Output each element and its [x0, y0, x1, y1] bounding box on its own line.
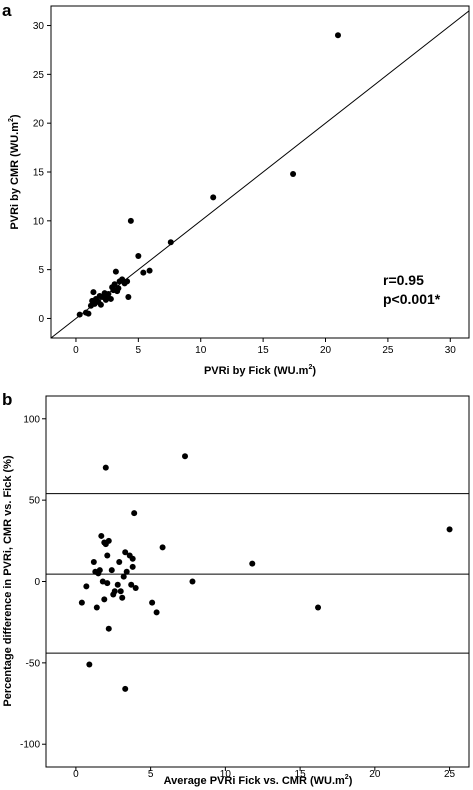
panel-a-data-point: [115, 285, 122, 292]
panel-a-data-point: [167, 239, 174, 246]
panel-b-data-point: [104, 552, 111, 559]
panel-b-data-point: [96, 567, 103, 574]
panel-a-x-tick-label: 10: [195, 345, 207, 356]
panel-b-data-point: [189, 578, 196, 585]
panel-a-x-tick-label: 30: [445, 345, 457, 356]
panel-a-data-point: [124, 278, 131, 285]
panel-a-data-point: [112, 268, 119, 275]
panel-b-data-point: [90, 558, 97, 565]
panel-b-data-point: [117, 588, 124, 595]
panel-a-r-annotation: r=0.95: [383, 272, 424, 288]
panel-b-x-axis-label: Average PVRi Fick vs. CMR (WU.m2): [164, 774, 353, 787]
panel-a-data-point: [107, 295, 114, 302]
panel-a-x-tick-label: 5: [136, 345, 142, 356]
panel-a-data-point: [210, 194, 217, 201]
panel-a-y-tick-label: 30: [33, 21, 45, 32]
panel-b-data-point: [129, 563, 136, 570]
panel-b-x-tick-label: 15: [295, 769, 307, 780]
panel-b-label: b: [2, 390, 12, 409]
panel-a-data-point: [127, 217, 134, 224]
panel-b-data-point: [446, 526, 453, 533]
panel-b-x-tick-label: 25: [444, 769, 456, 780]
panel-b-y-tick-label: -100: [20, 740, 40, 751]
panel-b-data-point: [123, 568, 130, 575]
panel-a-data-point: [334, 32, 341, 39]
panel-b-y-tick-label: 100: [23, 414, 40, 425]
panel-b-data-point: [108, 567, 115, 574]
panel-b-data-point: [93, 604, 100, 611]
panel-a-data-point: [125, 293, 132, 300]
panel-a-x-tick-label: 0: [73, 345, 79, 356]
panel-a-data-point: [140, 269, 147, 276]
panel-a-x-tick-label: 15: [258, 345, 270, 356]
panel-b-x-tick-label: 20: [369, 769, 381, 780]
panel-b-data-point: [131, 510, 138, 517]
panel-b-data-point: [114, 581, 121, 588]
panel-a-data-point: [146, 267, 153, 274]
panel-a-x-axis-label: PVRi by Fick (WU.m2): [204, 364, 316, 377]
panel-b-x-tick-label: 10: [220, 769, 232, 780]
panel-b-x-tick-label: 0: [73, 769, 79, 780]
panel-a-data-point: [90, 289, 97, 296]
panel-b-data-point: [111, 588, 118, 595]
panel-a-y-tick-label: 0: [38, 314, 44, 325]
panel-a-data-point: [85, 310, 92, 317]
panel-b-data-point: [129, 555, 136, 562]
panel-b-data-point: [159, 544, 166, 551]
panel-a-x-tick-label: 20: [320, 345, 332, 356]
panel-b-data-point: [98, 532, 105, 539]
panel-b-data-point: [153, 609, 160, 616]
panel-a-data-point: [76, 311, 83, 318]
panel-b-data-point: [104, 580, 111, 587]
panel-b-data-point: [116, 558, 123, 565]
panel-b-data-point: [102, 464, 109, 471]
panel-a-data-point: [105, 291, 112, 298]
panel-b-data-point: [122, 685, 129, 692]
panel-a-data-point: [290, 170, 297, 177]
panel-b-y-tick-label: 50: [29, 496, 41, 507]
panel-a-x-tick-label: 25: [382, 345, 394, 356]
panel-b-data-point: [101, 596, 108, 603]
panel-a-y-tick-label: 10: [33, 216, 45, 227]
panel-b-y-tick-label: 0: [34, 577, 40, 588]
panel-b-data-point: [249, 560, 256, 567]
panel-a-y-tick-label: 25: [33, 70, 45, 81]
panel-b-data-point: [86, 661, 93, 668]
panel-b-data-point: [149, 599, 156, 606]
panel-b-data-point: [105, 537, 112, 544]
panel-b-x-tick-label: 5: [148, 769, 154, 780]
panel-a-y-axis-label: PVRi by CMR (WU.m2): [8, 114, 21, 229]
panel-a-data-point: [111, 281, 118, 288]
panel-b-y-tick-label: -50: [26, 658, 41, 669]
panel-b-data-point: [128, 581, 135, 588]
chart-marks: 0 5 10 15 20 25 30 0 5 10 15 20 25 30 0 5 10 15 20 25 -100 -5…: [20, 10, 470, 780]
panel-a-y-tick-label: 5: [38, 265, 44, 276]
panel-a-y-tick-label: 15: [33, 168, 45, 179]
panel-b-data-point: [78, 599, 85, 606]
panel-a-label: a: [2, 1, 12, 20]
panel-a-data-point: [97, 301, 104, 308]
panel-b-data-point: [83, 583, 90, 590]
panel-b-y-axis-label: Percentage difference in PVRi, CMR vs. F…: [2, 455, 14, 707]
panel-b-data-point: [315, 604, 322, 611]
panel-a-data-point: [135, 252, 142, 259]
panel-a-y-tick-label: 20: [33, 119, 45, 130]
panel-b-data-point: [182, 453, 189, 460]
panel-a-p-annotation: p<0.001*: [383, 291, 441, 307]
panel-b-data-point: [119, 594, 126, 601]
panel-b-data-point: [132, 585, 139, 592]
panel-b-data-point: [105, 625, 112, 632]
panel-b-data-point: [122, 549, 129, 556]
panel-b-data-point: [120, 573, 127, 580]
